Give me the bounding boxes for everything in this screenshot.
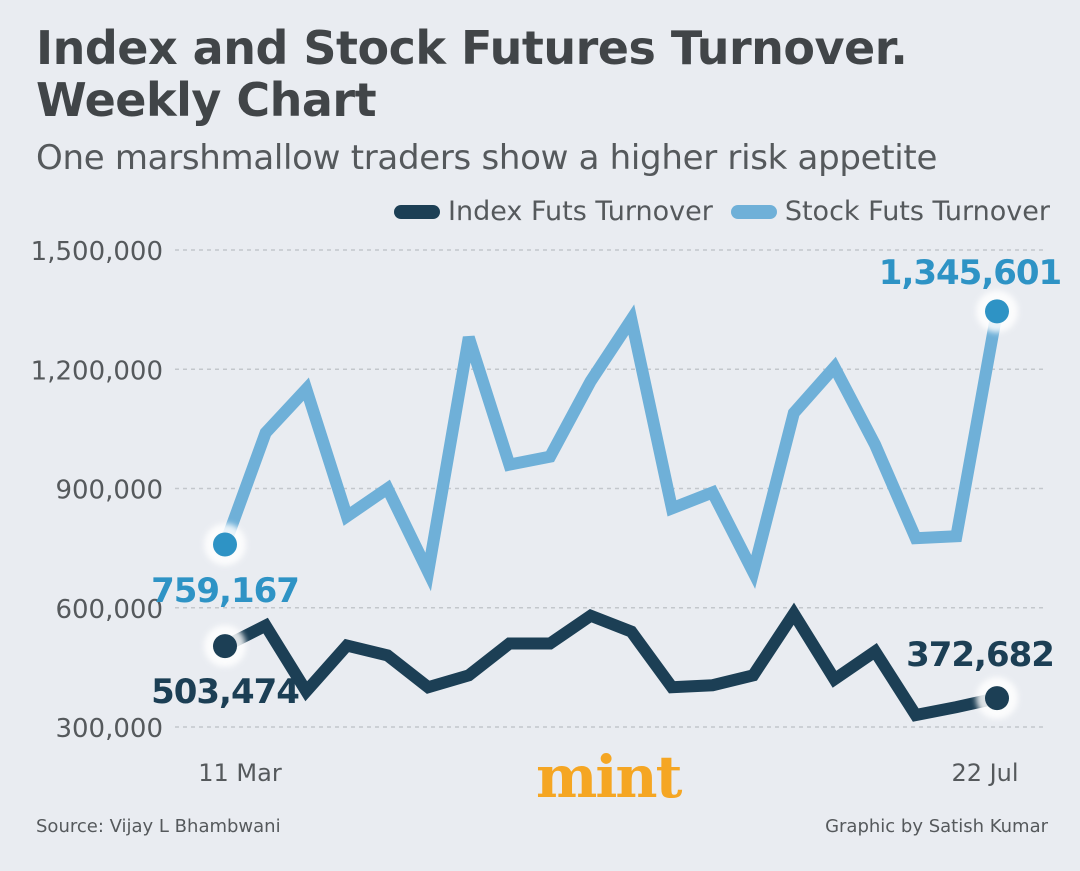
legend-label-stock: Stock Futs Turnover bbox=[784, 196, 1050, 227]
chart-subtitle: One marshmallow traders show a higher ri… bbox=[36, 138, 938, 178]
y-tick-label: 300,000 bbox=[55, 714, 163, 744]
x-tick-label: 11 Mar bbox=[198, 759, 282, 787]
chart-title: Index and Stock Futures Turnover. Weekly… bbox=[36, 21, 908, 127]
data-point-index bbox=[985, 686, 1009, 711]
legend-label-index: Index Futs Turnover bbox=[448, 196, 713, 227]
data-label-end-stock: 1,345,601 bbox=[879, 253, 1061, 293]
data-label-end-index: 372,682 bbox=[906, 635, 1054, 675]
x-axis: 11 Mar 22 Jul bbox=[198, 759, 1018, 787]
mint-logo: mint bbox=[536, 743, 682, 811]
marker-layer bbox=[204, 290, 1018, 720]
legend: Index Futs Turnover Stock Futs Turnover bbox=[394, 196, 1050, 227]
legend-item-stock: Stock Futs Turnover bbox=[730, 196, 1050, 227]
data-label-start-index: 503,474 bbox=[151, 672, 299, 712]
y-tick-label: 900,000 bbox=[55, 476, 163, 506]
x-tick-label: 22 Jul bbox=[951, 759, 1018, 787]
data-point-stock bbox=[985, 299, 1009, 324]
series-line-stock bbox=[219, 304, 1003, 592]
series-layer bbox=[219, 304, 1003, 722]
legend-swatch-index bbox=[394, 204, 441, 219]
legend-item-index: Index Futs Turnover bbox=[394, 196, 713, 227]
series-line-index bbox=[222, 602, 999, 722]
data-label-layer: 503,474 372,682 759,167 1,345,601 bbox=[151, 253, 1062, 712]
source-note: Source: Vijay L Bhambwani bbox=[36, 816, 281, 837]
y-tick-label: 1,200,000 bbox=[31, 356, 163, 386]
grid-layer bbox=[175, 249, 1045, 728]
data-point-stock bbox=[213, 532, 237, 557]
data-point-index bbox=[213, 634, 237, 659]
y-axis: 300,000 600,000 900,000 1,200,000 1,500,000 bbox=[31, 237, 163, 744]
legend-swatch-stock bbox=[730, 204, 777, 219]
y-tick-label: 600,000 bbox=[55, 595, 163, 625]
y-tick-label: 1,500,000 bbox=[31, 237, 163, 267]
data-label-start-stock: 759,167 bbox=[151, 571, 299, 611]
graphic-credit: Graphic by Satish Kumar bbox=[825, 816, 1048, 837]
